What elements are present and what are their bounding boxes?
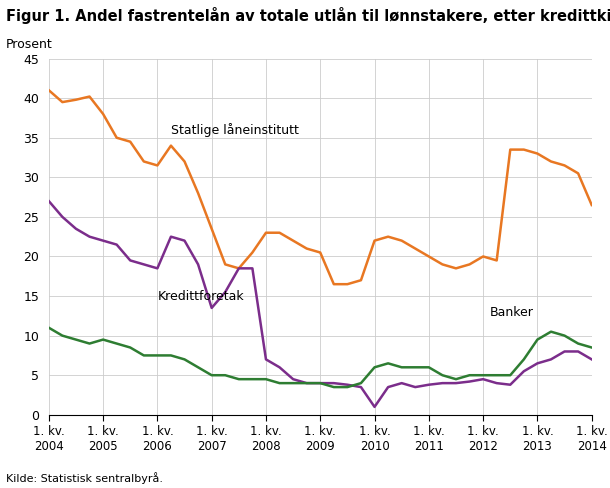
Text: Kredittforetak: Kredittforetak xyxy=(157,290,244,303)
Text: Figur 1. Andel fastrentelån av totale utlån til lønnstakere, etter kredittkilde: Figur 1. Andel fastrentelån av totale ut… xyxy=(6,7,610,24)
Text: Banker: Banker xyxy=(490,306,534,319)
Text: Prosent: Prosent xyxy=(5,39,52,51)
Text: Kilde: Statistisk sentralbyrå.: Kilde: Statistisk sentralbyrå. xyxy=(6,472,163,484)
Text: Statlige låneinstitutt: Statlige låneinstitutt xyxy=(171,123,299,137)
